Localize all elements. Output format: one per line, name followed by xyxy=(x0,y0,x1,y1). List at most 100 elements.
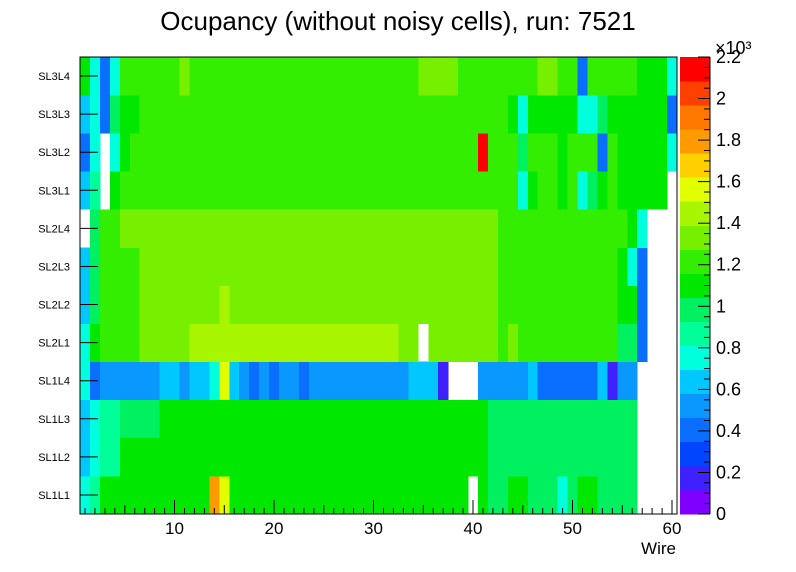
row-label: SL3L1 xyxy=(38,185,70,197)
heatmap-cell xyxy=(298,361,310,401)
heatmap-cell xyxy=(378,57,389,96)
heatmap-cell xyxy=(517,133,529,172)
heatmap-cell xyxy=(229,95,240,134)
heatmap-cell xyxy=(179,399,190,439)
row-label: SL3L2 xyxy=(38,147,70,159)
heatmap-cell xyxy=(577,285,588,324)
heatmap-cell xyxy=(597,171,608,210)
row-label: SL1L2 xyxy=(38,452,70,464)
heatmap-cell xyxy=(408,361,419,401)
heatmap-cell xyxy=(149,133,160,172)
heatmap-cell xyxy=(627,57,638,96)
heatmap-cell xyxy=(259,323,270,363)
heatmap-cell xyxy=(129,323,141,363)
heatmap-cell xyxy=(279,247,290,286)
heatmap-cell xyxy=(279,95,290,134)
heatmap-cell xyxy=(458,209,469,248)
heatmap-cell xyxy=(557,437,568,477)
heatmap-cell xyxy=(507,399,519,439)
heatmap-cell xyxy=(398,57,409,96)
heatmap-cell xyxy=(368,399,379,439)
heatmap-cell xyxy=(298,133,310,172)
heatmap-cell xyxy=(597,95,608,134)
heatmap-cell xyxy=(229,209,240,248)
heatmap-cell xyxy=(587,247,598,286)
heatmap-cell xyxy=(239,437,250,477)
heatmap-cell xyxy=(597,285,608,324)
heatmap-cell xyxy=(497,399,509,439)
heatmap-cell xyxy=(288,133,300,172)
heatmap-cell xyxy=(368,171,379,210)
heatmap-cell xyxy=(478,285,489,324)
heatmap-cell xyxy=(408,475,419,515)
heatmap-cell xyxy=(448,133,459,172)
heatmap-cell xyxy=(527,475,539,515)
heatmap-cell xyxy=(149,247,160,286)
heatmap-cell xyxy=(259,133,270,172)
heatmap-cell xyxy=(298,57,310,96)
heatmap-cell xyxy=(159,399,170,439)
heatmap-cell xyxy=(617,399,628,439)
heatmap-cell xyxy=(249,171,260,210)
heatmap-cell xyxy=(607,323,618,363)
heatmap-cell xyxy=(667,57,678,96)
heatmap-cell xyxy=(398,475,409,515)
heatmap-cell xyxy=(507,95,519,134)
heatmap-cell xyxy=(209,247,220,286)
heatmap-cell xyxy=(597,475,608,515)
heatmap-cell xyxy=(149,95,160,134)
x-tick-label: 40 xyxy=(464,519,483,538)
heatmap-cell xyxy=(408,171,419,210)
heatmap-cell xyxy=(288,209,300,248)
heatmap-cell xyxy=(438,285,449,324)
heatmap-cell xyxy=(617,323,628,363)
heatmap-cell xyxy=(617,361,628,401)
heatmap-cell xyxy=(497,247,509,286)
heatmap-cell xyxy=(458,475,469,515)
heatmap-cell xyxy=(517,285,529,324)
heatmap-cell xyxy=(478,247,489,286)
heatmap-cell xyxy=(269,57,280,96)
heatmap-cell xyxy=(567,57,578,96)
heatmap-cell xyxy=(428,95,439,134)
heatmap-cell xyxy=(438,57,449,96)
heatmap-cell xyxy=(119,285,131,324)
heatmap-cell xyxy=(229,323,240,363)
heatmap-cell xyxy=(597,133,608,172)
heatmap-cell xyxy=(119,133,131,172)
heatmap-cell xyxy=(269,247,280,286)
heatmap-cell xyxy=(159,361,170,401)
heatmap-cell xyxy=(259,475,270,515)
heatmap-cell xyxy=(109,133,121,172)
heatmap-cell xyxy=(587,95,598,134)
heatmap-cell xyxy=(239,475,250,515)
heatmap-cell xyxy=(318,475,330,515)
heatmap-cell xyxy=(259,247,270,286)
heatmap-cell xyxy=(517,57,529,96)
heatmap-cell xyxy=(527,399,539,439)
heatmap-cell xyxy=(468,171,479,210)
heatmap-cell xyxy=(318,323,330,363)
row-label: SL2L1 xyxy=(38,338,70,350)
heatmap-cell xyxy=(398,95,409,134)
heatmap-cell xyxy=(398,285,409,324)
heatmap-cell xyxy=(279,323,290,363)
row-label: SL2L2 xyxy=(38,300,70,312)
heatmap-cell xyxy=(577,323,588,363)
heatmap-cell xyxy=(637,95,648,134)
heatmap-cell xyxy=(259,95,270,134)
heatmap-cell xyxy=(607,475,618,515)
heatmap-cell xyxy=(219,285,230,324)
heatmap-cell xyxy=(627,323,638,363)
heatmap-cell xyxy=(537,475,549,515)
color-scale-tick-label: 0.6 xyxy=(716,379,741,399)
heatmap-cell xyxy=(587,209,598,248)
color-scale-swatch xyxy=(680,249,710,274)
heatmap-cell xyxy=(597,437,608,477)
heatmap-cell xyxy=(328,247,340,286)
heatmap-cell xyxy=(338,475,350,515)
heatmap-cell xyxy=(338,57,350,96)
color-scale-tick-label: 0.4 xyxy=(716,421,741,441)
heatmap-cell xyxy=(537,171,549,210)
heatmap-cell xyxy=(627,399,638,439)
